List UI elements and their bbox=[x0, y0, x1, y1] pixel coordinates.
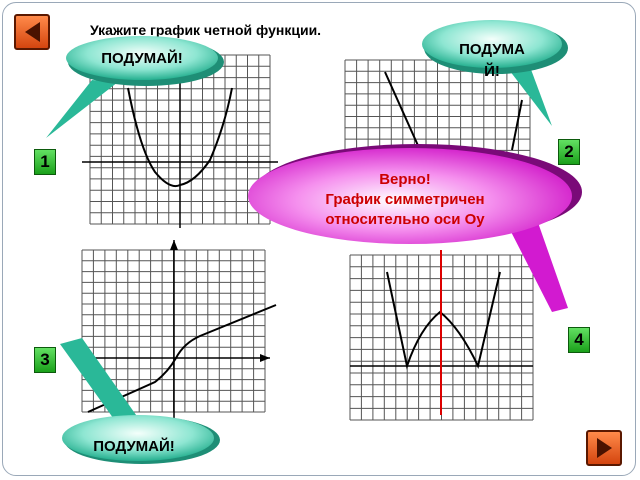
forward-button[interactable] bbox=[586, 430, 622, 466]
feedback-line-2: График симметричен bbox=[325, 191, 485, 208]
graph-4-curve bbox=[386, 271, 501, 370]
graph-3-y-arrow bbox=[170, 240, 178, 250]
answer-button-3[interactable]: 3 bbox=[34, 347, 56, 373]
answer-button-2[interactable]: 2 bbox=[558, 139, 580, 165]
think-bubble-2-text: ПОДУМАЙ! bbox=[459, 41, 525, 80]
answer-button-4[interactable]: 4 bbox=[568, 327, 590, 353]
arrow-left-icon bbox=[25, 22, 40, 42]
slide-frame bbox=[2, 2, 636, 476]
feedback-line-1: Верно! bbox=[379, 171, 431, 188]
think-bubble-3-text: ПОДУМАЙ! bbox=[93, 438, 175, 455]
graph-3-curve bbox=[87, 304, 277, 413]
question-title: Укажите график четной функции. bbox=[90, 22, 322, 38]
answer-feedback: Верно! График симметричен относительно о… bbox=[270, 170, 540, 230]
think-bubble-1-text: ПОДУМАЙ! bbox=[101, 50, 183, 67]
back-button[interactable] bbox=[14, 14, 50, 50]
graph-1-curve bbox=[127, 87, 233, 188]
feedback-line-3: относительно оси Оу bbox=[325, 211, 485, 228]
arrow-right-icon bbox=[597, 438, 612, 458]
graph-3-x-arrow bbox=[260, 354, 270, 362]
answer-button-1[interactable]: 1 bbox=[34, 149, 56, 175]
